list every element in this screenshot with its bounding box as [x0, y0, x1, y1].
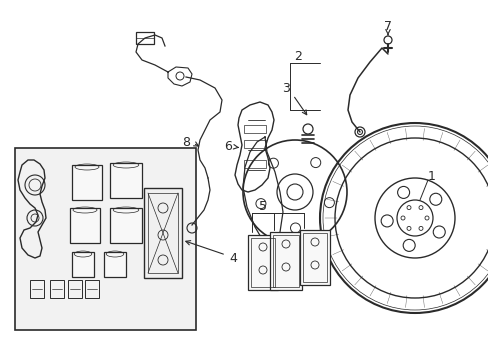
Bar: [299, 230, 329, 285]
Bar: [15, 148, 196, 330]
Text: 7: 7: [383, 19, 391, 32]
Bar: [303, 233, 326, 282]
Text: 1: 1: [427, 170, 435, 183]
Bar: [143, 188, 182, 278]
Bar: [250, 238, 274, 287]
Bar: [244, 140, 265, 148]
Bar: [72, 252, 94, 277]
Bar: [110, 208, 142, 243]
Bar: [30, 280, 44, 298]
Bar: [269, 232, 302, 290]
Text: 3: 3: [282, 81, 289, 94]
Bar: [148, 193, 178, 273]
Text: 6: 6: [224, 140, 231, 153]
Bar: [244, 125, 265, 133]
Text: 2: 2: [293, 49, 301, 63]
Bar: [272, 235, 298, 287]
Bar: [247, 235, 278, 290]
Text: 5: 5: [259, 199, 266, 212]
Bar: [244, 160, 265, 168]
Bar: [68, 280, 82, 298]
Text: 8: 8: [182, 136, 190, 149]
Bar: [50, 280, 64, 298]
Bar: [72, 165, 102, 200]
Bar: [104, 252, 126, 277]
Text: 4: 4: [228, 252, 237, 265]
Bar: [136, 32, 154, 44]
Bar: [70, 208, 100, 243]
Bar: [110, 163, 142, 198]
Bar: [85, 280, 99, 298]
